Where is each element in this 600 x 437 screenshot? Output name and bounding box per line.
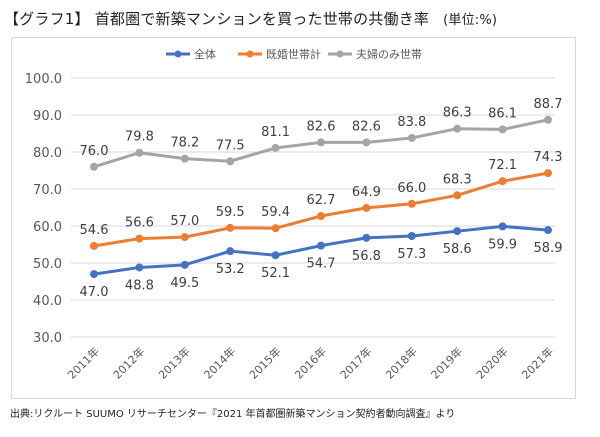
x-tick-label: 2012年 <box>110 344 147 381</box>
data-label: 66.0 <box>397 181 426 196</box>
data-label: 57.0 <box>170 214 199 229</box>
data-point <box>498 125 507 134</box>
legend-label: 全体 <box>194 47 216 61</box>
x-tick-label: 2021年 <box>519 344 556 381</box>
data-label: 52.1 <box>261 266 290 281</box>
source-note: 出典:リクルート SUUMO リサーチセンター『2021 年首都圏新築マンション… <box>10 409 456 420</box>
data-label: 56.8 <box>352 249 381 264</box>
data-point <box>453 191 462 200</box>
legend-label: 夫婦のみ世帯 <box>356 47 422 61</box>
chart-title: 【グラフ1】 首都圏で新築マンションを買った世帯の共働き率 (単位:%) <box>4 8 497 29</box>
title-text: 【グラフ1】 首都圏で新築マンションを買った世帯の共働き率 <box>4 10 430 28</box>
chart-frame <box>11 37 576 399</box>
x-tick-label: 2019年 <box>428 344 465 381</box>
data-label: 59.5 <box>216 205 245 220</box>
data-label: 68.3 <box>443 172 472 187</box>
y-tick-label: 40.0 <box>33 294 62 309</box>
data-point <box>135 148 144 157</box>
data-point <box>498 222 507 231</box>
data-point <box>317 138 325 147</box>
data-point <box>135 234 144 243</box>
data-point <box>453 124 462 133</box>
x-tick-label: 2018年 <box>382 344 419 381</box>
data-label: 78.2 <box>170 136 199 151</box>
data-point <box>544 115 552 124</box>
data-label: 74.3 <box>534 150 563 165</box>
data-label: 47.0 <box>80 285 109 300</box>
data-label: 82.6 <box>352 119 381 134</box>
x-tick-label: 2014年 <box>201 344 238 381</box>
data-label: 79.8 <box>125 130 154 145</box>
x-tick-label: 2017年 <box>337 344 374 381</box>
legend-marker <box>174 50 182 58</box>
data-label: 54.6 <box>80 223 109 238</box>
data-label: 62.7 <box>307 193 336 208</box>
data-point <box>544 226 552 235</box>
data-point <box>317 212 325 221</box>
y-tick-label: 30.0 <box>33 331 62 346</box>
y-tick-label: 70.0 <box>33 183 62 198</box>
data-label: 82.6 <box>307 119 336 134</box>
data-point <box>362 138 371 147</box>
data-label: 64.9 <box>352 185 381 200</box>
data-point <box>362 203 371 212</box>
data-point <box>453 227 462 236</box>
data-point <box>226 247 235 256</box>
data-point <box>90 241 98 250</box>
data-point <box>407 133 416 142</box>
data-label: 59.4 <box>261 205 290 220</box>
x-tick-label: 2015年 <box>246 344 283 381</box>
y-tick-label: 80.0 <box>33 146 62 161</box>
data-label: 59.9 <box>488 237 517 252</box>
data-label: 53.2 <box>216 262 245 277</box>
data-point <box>271 224 280 233</box>
x-tick-label: 2016年 <box>292 344 329 381</box>
data-point <box>135 263 144 272</box>
data-label: 77.5 <box>216 138 245 153</box>
data-point <box>180 154 189 163</box>
data-point <box>407 231 416 240</box>
data-point <box>362 233 371 242</box>
data-label: 58.6 <box>443 242 472 257</box>
legend-label: 既婚世帯計 <box>266 47 321 61</box>
series-line <box>93 171 549 248</box>
data-point <box>180 260 189 269</box>
data-label: 49.5 <box>170 276 199 291</box>
x-tick-label: 2020年 <box>473 344 510 381</box>
data-label: 76.0 <box>80 144 109 159</box>
y-tick-label: 60.0 <box>33 220 62 235</box>
y-tick-label: 90.0 <box>33 109 62 124</box>
data-label: 86.1 <box>488 106 517 121</box>
data-label: 81.1 <box>261 125 290 140</box>
data-point <box>271 143 280 152</box>
legend-marker <box>336 50 344 58</box>
data-label: 57.3 <box>397 247 426 262</box>
x-tick-label: 2013年 <box>155 344 192 381</box>
data-label: 88.7 <box>534 97 563 112</box>
y-tick-label: 100.0 <box>25 72 62 87</box>
data-label: 83.8 <box>397 115 426 130</box>
data-label: 86.3 <box>443 106 472 121</box>
data-label: 72.1 <box>488 158 517 173</box>
data-point <box>226 223 235 232</box>
y-tick-label: 50.0 <box>33 257 62 272</box>
data-point <box>180 233 189 242</box>
unit-label: (単位:%) <box>443 13 498 28</box>
data-point <box>544 169 552 178</box>
data-point <box>317 241 325 250</box>
data-label: 58.9 <box>534 241 563 256</box>
data-point <box>90 270 98 279</box>
data-point <box>498 177 507 186</box>
data-point <box>90 162 98 171</box>
data-label: 54.7 <box>307 257 336 272</box>
data-point <box>271 251 280 260</box>
legend-marker <box>246 50 254 58</box>
x-tick-label: 2011年 <box>65 344 102 381</box>
data-point <box>226 157 235 166</box>
data-label: 48.8 <box>125 278 154 293</box>
data-label: 56.6 <box>125 216 154 231</box>
data-point <box>407 199 416 208</box>
